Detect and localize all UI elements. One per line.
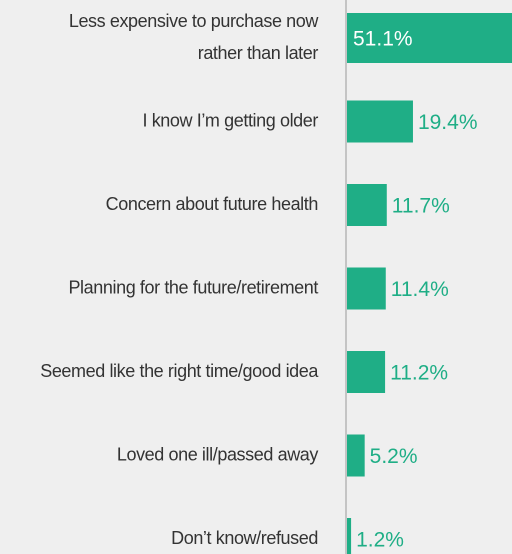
value-label: 19.4% bbox=[418, 111, 478, 134]
category-label: Seemed like the right time/good idea bbox=[40, 361, 319, 381]
bar bbox=[347, 100, 413, 143]
value-label: 11.4% bbox=[391, 278, 449, 301]
bar bbox=[347, 267, 386, 310]
value-label: 51.1% bbox=[353, 28, 413, 51]
category-label: Loved one ill/passed away bbox=[117, 444, 319, 464]
category-label: Planning for the future/retirement bbox=[68, 277, 318, 297]
value-label: 1.2% bbox=[356, 529, 404, 552]
category-label: Less expensive to purchase now rather tha… bbox=[69, 11, 320, 63]
value-label: 5.2% bbox=[370, 445, 418, 468]
bar bbox=[347, 13, 512, 63]
value-label: 11.7% bbox=[392, 195, 450, 218]
category-label: I know I’m getting older bbox=[143, 110, 319, 130]
category-label: Don’t know/refused bbox=[171, 528, 318, 548]
bar bbox=[347, 434, 365, 477]
bar bbox=[347, 518, 352, 554]
bar bbox=[347, 351, 386, 393]
bar bbox=[347, 184, 387, 226]
category-label: Concern about future health bbox=[106, 194, 318, 214]
value-label: 11.2% bbox=[390, 362, 448, 385]
